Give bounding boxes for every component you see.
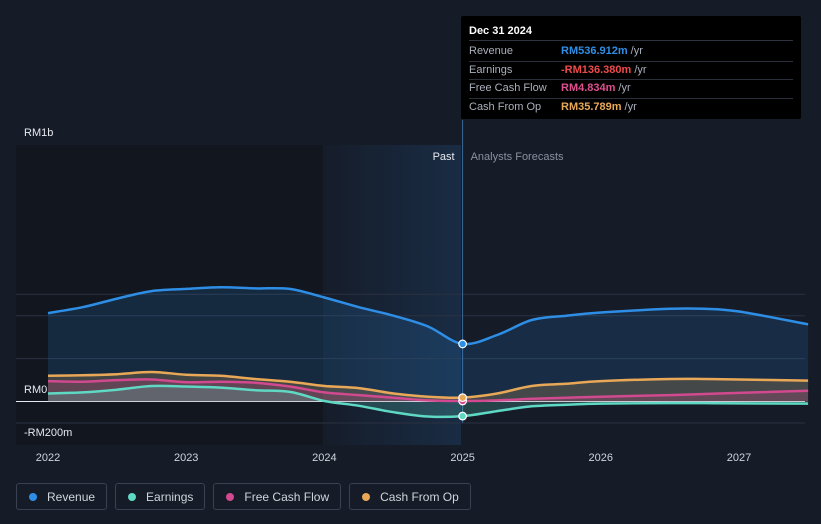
tooltip-row: Free Cash Flow RM4.834m/yr	[469, 80, 793, 99]
legend-item-free-cash-flow[interactable]: Free Cash Flow	[213, 483, 342, 510]
forecast-label: Analysts Forecasts	[471, 151, 564, 163]
tooltip-row-label: Earnings	[469, 63, 513, 76]
tooltip-row-unit: /yr	[624, 100, 637, 113]
x-tick-label: 2022	[36, 452, 60, 464]
earnings-area	[48, 385, 809, 417]
legend-label: Free Cash Flow	[244, 489, 330, 504]
cash-from-op-area	[48, 371, 809, 402]
x-tick-label: 2023	[174, 452, 198, 464]
tooltip-row-value: RM35.789m	[561, 100, 622, 113]
tooltip-row-label: Revenue	[469, 45, 514, 57]
legend-dot-icon	[128, 492, 137, 501]
legend-label: Revenue	[47, 489, 96, 504]
legend-item-earnings[interactable]: Earnings	[115, 483, 206, 510]
tooltip-row: Cash From Op RM35.789m/yr	[469, 99, 793, 117]
legend-dot-icon	[29, 492, 37, 501]
cash-from-op-marker[interactable]	[458, 393, 468, 403]
y-tick-label: -RM200m	[24, 427, 72, 439]
y-tick-label: RM0	[24, 384, 47, 396]
tooltip-row-value: -RM136.380m	[561, 63, 632, 76]
tooltip-date: Dec 31 2024	[469, 24, 793, 41]
tooltip-row-value: RM4.834m	[561, 82, 616, 94]
tooltip-row-unit: /yr	[634, 63, 647, 76]
legend-label: Cash From Op	[380, 489, 459, 504]
x-tick-label: 2026	[589, 452, 613, 464]
legend-item-revenue[interactable]: Revenue	[16, 483, 108, 510]
x-tick-label: 2027	[727, 452, 751, 464]
data-tooltip: Dec 31 2024 Revenue RM536.912m/yr Earnings…	[461, 16, 801, 119]
earnings-marker[interactable]	[458, 411, 468, 421]
tooltip-row-value: RM536.912m	[561, 45, 628, 57]
chart-legend: Revenue Earnings Free Cash Flow Cash From O…	[16, 483, 471, 510]
free-cash-flow-line[interactable]	[47, 378, 809, 403]
tooltip-row: Revenue RM536.912m/yr	[469, 43, 793, 62]
cash-from-op-line[interactable]	[47, 370, 809, 400]
legend-dot-icon	[362, 492, 371, 501]
legend-label: Earnings	[146, 489, 194, 504]
x-tick-label: 2025	[450, 452, 474, 464]
tooltip-row: Earnings -RM136.380m/yr	[469, 62, 793, 80]
revenue-area	[48, 287, 809, 402]
past-label: Past	[433, 151, 455, 163]
revenue-line[interactable]	[47, 286, 809, 346]
tooltip-row-unit: /yr	[618, 82, 631, 94]
tooltip-row-label: Cash From Op	[469, 100, 542, 113]
past-region-background	[16, 145, 323, 445]
free-cash-flow-area	[48, 379, 809, 402]
revenue-marker[interactable]	[458, 339, 468, 349]
legend-dot-icon	[226, 492, 235, 501]
tooltip-row-unit: /yr	[630, 45, 643, 57]
legend-item-cash-from-op[interactable]: Cash From Op	[349, 483, 471, 510]
earnings-line[interactable]	[47, 384, 809, 419]
x-tick-label: 2024	[312, 452, 336, 464]
tooltip-row-label: Free Cash Flow	[469, 82, 547, 94]
y-tick-label: RM1b	[24, 127, 53, 139]
